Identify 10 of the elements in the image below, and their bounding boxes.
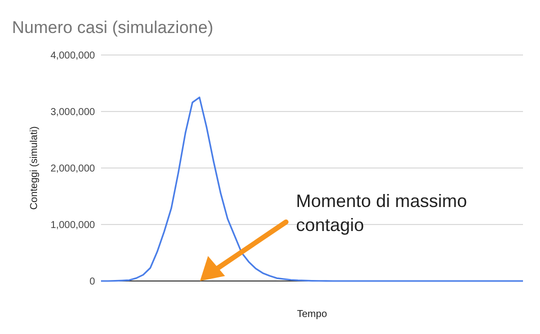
y-tick-label: 1,000,000 [50,220,96,231]
x-axis-title: Tempo [296,309,328,320]
y-tick-label: 3,000,000 [50,107,96,118]
y-tick-label: 4,000,000 [50,50,96,62]
chart-title: Numero casi (simulazione) [12,18,214,37]
line-series [100,96,524,282]
y-tick-label: 2,000,000 [50,164,96,174]
y-axis-title: Conteggi (simulati) [29,126,40,210]
annotation: Momento di massimo contagio [296,191,468,235]
y-tick-label: 0 [89,276,96,288]
